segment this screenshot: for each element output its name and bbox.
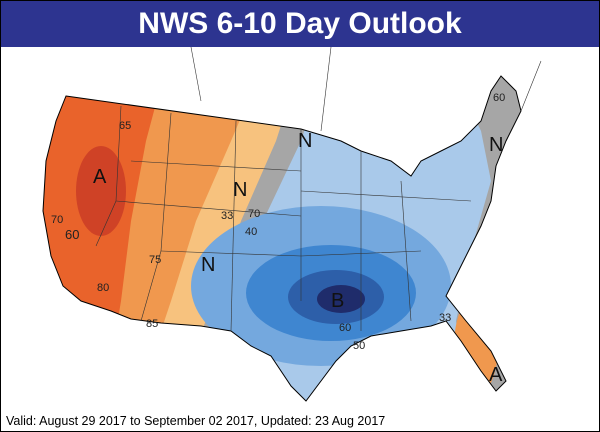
- probability-shading: [43, 76, 521, 401]
- contour-label: 33: [439, 312, 451, 324]
- outlook-map: A 65 70 60 80 75 85 N N N 33 70 40 B 60 …: [42, 47, 542, 402]
- contour-label: 80: [97, 282, 109, 294]
- above-normal-label: A: [93, 166, 107, 188]
- near-normal-label: N: [233, 179, 247, 201]
- near-normal-label: N: [298, 130, 312, 152]
- contour-label: 40: [245, 226, 257, 238]
- borders: [95, 47, 542, 332]
- contour-labels: A 65 70 60 80 75 85 N N N 33 70 40 B 60 …: [51, 92, 505, 386]
- near-normal-label: N: [201, 254, 215, 276]
- contour-label: 50: [353, 340, 365, 352]
- contour-label: 60: [493, 92, 505, 104]
- contour-label: 33: [221, 210, 233, 222]
- contour-label: 60: [339, 322, 351, 334]
- title: NWS 6-10 Day Outlook: [1, 1, 599, 47]
- contour-label: 60: [65, 227, 79, 242]
- contour-label: 70: [248, 208, 260, 220]
- contour-label: 75: [149, 254, 161, 266]
- below-normal-label: B: [331, 290, 344, 312]
- contour-label: 85: [146, 318, 158, 330]
- contour-label: 70: [51, 214, 63, 226]
- above-normal-label: A: [489, 364, 503, 386]
- validity-note: Valid: August 29 2017 to September 02 20…: [4, 414, 388, 428]
- contour-label: 65: [119, 120, 131, 132]
- near-normal-label: N: [489, 134, 503, 156]
